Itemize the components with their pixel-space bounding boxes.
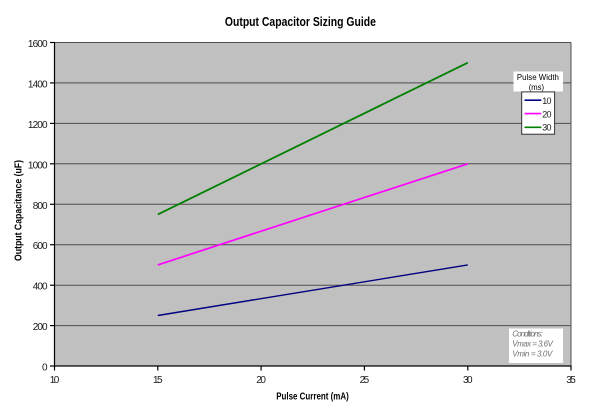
svg-text:800: 800 — [33, 201, 48, 212]
svg-text:1600: 1600 — [28, 39, 48, 50]
svg-text:Conditions:: Conditions: — [512, 330, 543, 339]
svg-text:Output Capacitor Sizing Guide: Output Capacitor Sizing Guide — [225, 14, 376, 29]
svg-text:20: 20 — [256, 375, 266, 386]
svg-text:200: 200 — [33, 322, 48, 333]
svg-text:Pulse Width: Pulse Width — [517, 73, 559, 82]
svg-text:(ms): (ms) — [529, 83, 545, 92]
svg-text:35: 35 — [566, 375, 576, 386]
svg-text:400: 400 — [33, 282, 48, 293]
svg-text:10: 10 — [542, 96, 551, 106]
svg-text:25: 25 — [360, 375, 370, 386]
svg-text:1000: 1000 — [28, 160, 48, 171]
svg-text:15: 15 — [153, 375, 163, 386]
svg-text:30: 30 — [542, 123, 551, 133]
svg-text:600: 600 — [33, 241, 48, 252]
svg-text:30: 30 — [463, 375, 473, 386]
svg-text:Output Capacitance (uF): Output Capacitance (uF) — [14, 160, 25, 261]
svg-text:20: 20 — [542, 109, 551, 119]
svg-text:Pulse Current (mA): Pulse Current (mA) — [276, 392, 349, 403]
svg-text:1200: 1200 — [28, 120, 48, 131]
svg-text:Vmax = 3.6V: Vmax = 3.6V — [512, 340, 553, 349]
svg-text:10: 10 — [50, 375, 60, 386]
svg-text:1400: 1400 — [28, 79, 48, 90]
svg-text:Vmin = 3.0V: Vmin = 3.0V — [512, 349, 553, 358]
svg-text:0: 0 — [42, 363, 48, 374]
